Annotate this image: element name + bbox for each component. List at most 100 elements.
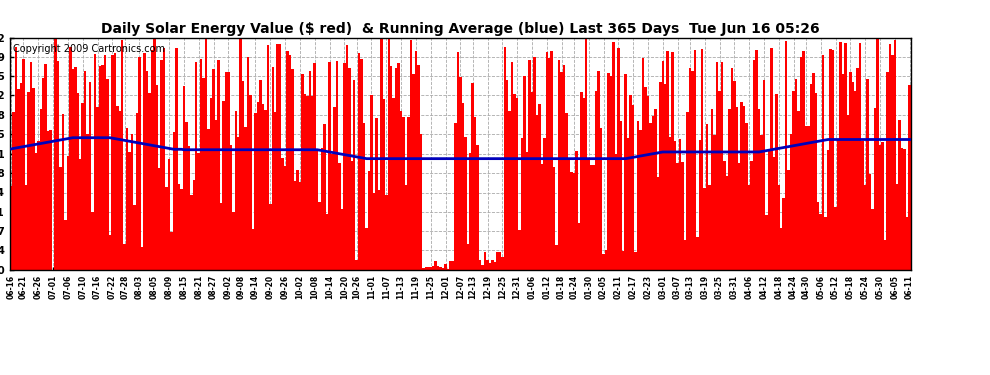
Bar (400, 111, 402, 270)
Bar (249, 95, 251, 270)
Bar (651, 116, 654, 270)
Bar (534, 57, 536, 270)
Bar (440, 267, 442, 270)
Bar (844, 43, 846, 270)
Bar (849, 72, 851, 270)
Bar (864, 184, 866, 270)
Bar (61, 114, 64, 270)
Bar (22, 59, 25, 270)
Bar (704, 188, 706, 270)
Bar (536, 115, 539, 270)
Bar (126, 128, 129, 270)
Bar (777, 184, 780, 270)
Bar (516, 98, 519, 270)
Bar (279, 45, 281, 270)
Bar (225, 72, 227, 270)
Bar (567, 160, 570, 270)
Bar (269, 204, 271, 270)
Bar (891, 55, 894, 270)
Bar (752, 60, 755, 270)
Bar (699, 140, 701, 270)
Bar (109, 235, 111, 270)
Bar (81, 104, 84, 270)
Bar (101, 65, 104, 270)
Bar (227, 72, 230, 270)
Bar (679, 139, 681, 270)
Bar (701, 50, 704, 270)
Bar (84, 71, 86, 270)
Bar (15, 47, 17, 270)
Bar (155, 85, 158, 270)
Bar (597, 70, 600, 270)
Bar (329, 62, 331, 270)
Bar (842, 74, 844, 270)
Bar (334, 107, 336, 270)
Bar (40, 109, 42, 270)
Bar (627, 138, 630, 270)
Bar (909, 86, 911, 270)
Bar (449, 261, 451, 270)
Bar (47, 130, 50, 270)
Bar (247, 57, 249, 270)
Bar (899, 120, 901, 270)
Bar (489, 263, 491, 270)
Bar (661, 61, 664, 270)
Bar (664, 84, 666, 270)
Bar (669, 137, 671, 270)
Bar (17, 89, 20, 270)
Bar (612, 42, 615, 270)
Bar (461, 103, 464, 270)
Bar (180, 189, 183, 270)
Bar (846, 115, 849, 270)
Bar (733, 81, 736, 270)
Bar (173, 132, 175, 270)
Bar (762, 80, 765, 270)
Bar (827, 150, 830, 270)
Bar (812, 73, 815, 270)
Bar (459, 77, 461, 270)
Bar (716, 62, 719, 270)
Bar (747, 185, 750, 270)
Bar (121, 40, 124, 270)
Bar (427, 267, 430, 270)
Bar (106, 79, 109, 270)
Bar (906, 217, 909, 270)
Bar (116, 106, 119, 270)
Bar (602, 254, 605, 270)
Bar (442, 268, 445, 270)
Bar (360, 59, 363, 270)
Bar (524, 76, 526, 270)
Bar (407, 117, 410, 270)
Bar (466, 244, 469, 270)
Bar (316, 151, 319, 270)
Bar (264, 110, 266, 270)
Bar (417, 65, 420, 270)
Bar (810, 84, 812, 270)
Bar (886, 72, 889, 270)
Bar (144, 53, 146, 270)
Bar (146, 71, 148, 270)
Bar (56, 62, 59, 270)
Bar (445, 264, 446, 270)
Bar (570, 172, 572, 270)
Bar (12, 112, 15, 270)
Bar (509, 111, 511, 270)
Bar (385, 195, 387, 270)
Bar (160, 60, 163, 270)
Bar (770, 48, 772, 270)
Bar (30, 62, 32, 270)
Bar (397, 63, 400, 270)
Bar (901, 148, 904, 270)
Bar (370, 95, 372, 270)
Bar (454, 123, 456, 270)
Bar (765, 215, 767, 270)
Bar (294, 181, 296, 270)
Bar (350, 161, 353, 270)
Bar (600, 129, 602, 270)
Bar (89, 82, 91, 270)
Bar (289, 55, 291, 270)
Bar (684, 240, 686, 270)
Bar (32, 88, 35, 270)
Bar (165, 188, 168, 270)
Bar (511, 62, 514, 270)
